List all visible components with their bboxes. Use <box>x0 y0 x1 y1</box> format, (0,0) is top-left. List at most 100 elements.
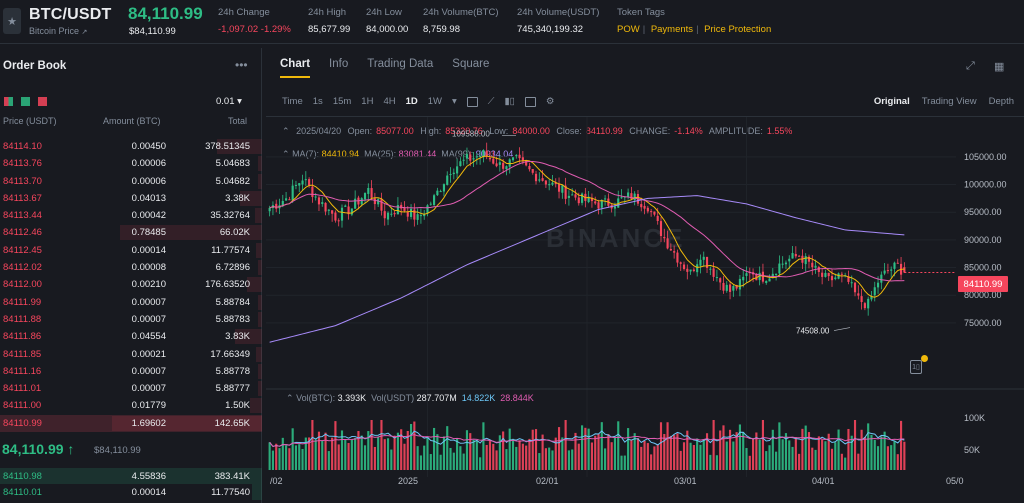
ask-row[interactable]: 84114.10 0.00450 378.51345 <box>0 138 262 155</box>
candle-type-icon[interactable]: ▮▯ <box>504 96 515 107</box>
expand-icon[interactable]: ⤢ <box>966 60 975 72</box>
ask-row[interactable]: 84112.46 0.78485 66.02K <box>0 224 262 241</box>
ask-total: 142.65K <box>214 417 250 429</box>
interval-1s[interactable]: 1s <box>312 96 323 107</box>
volume-info-line: ⌃ Vol(BTC): 3.393K Vol(USDT) 287.707M 14… <box>286 393 534 403</box>
ask-row[interactable]: 84111.99 0.00007 5.88784 <box>0 294 262 311</box>
interval-dropdown-icon[interactable]: ▾ <box>452 96 457 107</box>
ask-row[interactable]: 84113.70 0.00006 5.04682 <box>0 173 262 190</box>
pair-subtitle[interactable]: Bitcoin Price ↗ <box>29 26 88 36</box>
ask-row[interactable]: 84111.00 0.01779 1.50K <box>0 397 262 414</box>
calendar-icon[interactable] <box>466 96 478 107</box>
volume-bar <box>807 432 811 470</box>
candlestick-chart[interactable]: 105000.00 100000.00 95000.00 90000.00 85000.… <box>266 117 1024 487</box>
volume-bar <box>321 440 324 470</box>
interval-15m[interactable]: 15m <box>332 96 352 107</box>
ask-row[interactable]: 84110.99 1.69602 142.65K <box>0 414 262 433</box>
ask-row[interactable]: 84113.44 0.00042 35.32764 <box>0 207 262 224</box>
ask-row[interactable]: 84111.85 0.00021 17.66349 <box>0 346 262 363</box>
candle <box>689 269 692 272</box>
volume-bar <box>534 429 538 470</box>
volume-bar <box>363 445 367 470</box>
view-both-icon[interactable] <box>4 97 13 106</box>
ask-row[interactable]: 84111.88 0.00007 5.88783 <box>0 311 262 328</box>
volume-bar <box>367 431 370 470</box>
volume-bar <box>824 441 827 470</box>
tag-pow[interactable]: POW <box>617 24 640 35</box>
settings-gear-icon[interactable]: ⚙ <box>545 96 555 107</box>
ask-amount: 0.00007 <box>131 313 166 325</box>
ask-row[interactable]: 84112.02 0.00008 6.72896 <box>0 259 262 276</box>
ask-row[interactable]: 84113.67 0.04013 3.38K <box>0 190 262 207</box>
candle <box>886 270 889 272</box>
volume-bar <box>288 448 291 470</box>
layout-grid-icon[interactable]: ▦ <box>994 61 1005 73</box>
tab-square[interactable]: Square <box>452 58 490 70</box>
order-book-view-toggles[interactable] <box>4 97 47 106</box>
candle <box>538 179 541 181</box>
candle <box>373 198 376 205</box>
tag-price-protection[interactable]: Price Protection <box>704 24 772 35</box>
view-trading-view[interactable]: Trading View <box>921 96 977 107</box>
candle <box>472 158 475 160</box>
pair-title[interactable]: BTC/USDT <box>29 6 112 23</box>
x-tick-label: 05/0 <box>946 476 964 486</box>
ask-row[interactable]: 84112.45 0.00014 11.77574 <box>0 242 262 259</box>
interval-1d[interactable]: 1D <box>405 96 418 107</box>
interval-time[interactable]: Time <box>282 96 303 107</box>
candle <box>870 296 873 300</box>
tab-info[interactable]: Info <box>329 58 349 70</box>
volume-bar <box>327 451 330 470</box>
candle <box>485 150 488 157</box>
view-depth[interactable]: Depth <box>988 96 1014 107</box>
toolbar-divider <box>266 116 1024 117</box>
ask-price: 84113.44 <box>3 210 42 222</box>
ask-row[interactable]: 84111.01 0.00007 5.88777 <box>0 380 262 397</box>
ask-row[interactable]: 84111.86 0.04554 3.83K <box>0 328 262 345</box>
tab-chart[interactable]: Chart <box>280 58 311 78</box>
bid-row[interactable]: 84110.98 4.55836 383.41K <box>0 468 262 484</box>
favorite-star-icon[interactable]: ★ <box>3 8 21 34</box>
ask-row[interactable]: 84112.00 0.00210 176.63520 <box>0 276 262 293</box>
candle <box>298 183 301 186</box>
bid-row[interactable]: 84110.01 0.00014 11.77540 <box>0 484 262 500</box>
ask-row[interactable]: 84113.76 0.00006 5.04683 <box>0 155 262 172</box>
volume-bar <box>705 433 709 470</box>
candle <box>574 194 577 198</box>
candle <box>561 185 564 193</box>
candle <box>873 287 876 296</box>
indicator-icon[interactable]: ⟋ <box>487 96 495 107</box>
tab-trading-data[interactable]: Trading Data <box>367 58 434 70</box>
more-options-icon[interactable]: ••• <box>235 58 248 72</box>
candle <box>784 262 788 265</box>
volume-bar <box>844 457 847 470</box>
candle <box>738 278 741 290</box>
volume-bar <box>633 433 636 470</box>
candle <box>893 262 896 269</box>
volume-bar <box>373 446 376 470</box>
tag-payments[interactable]: Payments <box>650 24 694 35</box>
volume-bar <box>469 433 472 470</box>
template-icon[interactable] <box>524 96 536 107</box>
volume-bar <box>817 436 820 470</box>
volume-bar <box>689 442 692 470</box>
col-total-header: Total <box>228 116 248 126</box>
view-original[interactable]: Original <box>873 96 910 107</box>
view-bids-icon[interactable] <box>21 97 30 106</box>
interval-4h[interactable]: 4H <box>383 96 396 107</box>
ask-total: 17.66349 <box>210 348 250 360</box>
candle <box>682 264 686 269</box>
volume-bar <box>541 434 544 470</box>
view-asks-icon[interactable] <box>38 97 47 106</box>
candle <box>712 268 715 277</box>
candle <box>327 209 330 211</box>
volume-bar <box>890 445 893 470</box>
tick-size-select[interactable]: 0.01 ▾ <box>216 96 242 107</box>
interval-1w[interactable]: 1W <box>427 96 443 107</box>
ask-total: 176.63520 <box>205 279 250 291</box>
order-book-last-price[interactable]: 84,110.99 ↑ $84,110.99 <box>2 441 141 457</box>
ask-row[interactable]: 84111.16 0.00007 5.88778 <box>0 363 262 380</box>
interval-1h[interactable]: 1H <box>361 96 374 107</box>
y-tick-label: 90000.00 <box>964 235 1002 245</box>
alert-bell-icon[interactable]: 1▯ <box>910 360 922 374</box>
